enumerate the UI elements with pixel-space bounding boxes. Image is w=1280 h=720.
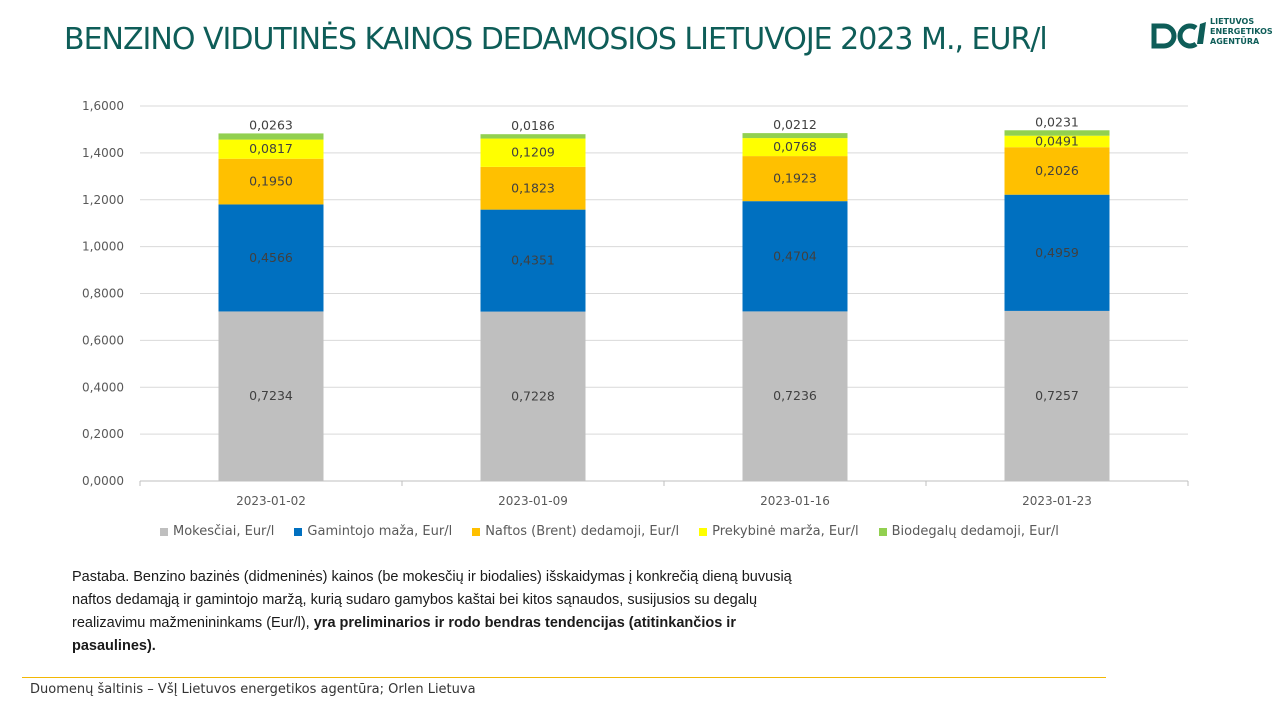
- bar-segment: [218, 158, 324, 205]
- bar-segment: [742, 133, 848, 139]
- data-label: 0,4351: [511, 253, 555, 268]
- data-label: 0,1950: [249, 174, 293, 189]
- data-label: 0,1209: [511, 145, 555, 160]
- y-tick-label: 0,2000: [82, 427, 124, 441]
- source-text: Duomenų šaltinis – VšĮ Lietuvos energeti…: [30, 682, 476, 697]
- data-label: 0,4704: [773, 248, 817, 263]
- data-label: 0,7228: [511, 388, 555, 403]
- y-tick-label: 1,0000: [82, 240, 124, 254]
- agency-logo-icon: [1151, 22, 1206, 49]
- logo-line-3: AGENTŪRA: [1210, 37, 1260, 46]
- data-label: 0,1923: [773, 171, 817, 186]
- bar-segment: [480, 311, 586, 481]
- bar-segment: [742, 156, 848, 202]
- x-tick-label: 2023-01-16: [760, 494, 830, 508]
- legend-label: Biodegalų dedamoji, Eur/l: [891, 524, 1059, 539]
- x-tick-label: 2023-01-09: [498, 494, 568, 508]
- y-tick-label: 1,2000: [82, 193, 124, 207]
- note-body: Pastaba. Benzino bazinės (didmeninės) ka…: [72, 569, 792, 631]
- legend-label: Naftos (Brent) dedamoji, Eur/l: [485, 524, 680, 539]
- data-label: 0,4566: [249, 250, 293, 265]
- legend-item: Biodegalų dedamoji, Eur/l: [878, 524, 1059, 539]
- bar-segment: [480, 166, 586, 210]
- bar-segment: [480, 134, 586, 139]
- legend-label: Prekybinė marža, Eur/l: [712, 524, 859, 539]
- note-bold: yra preliminarios ir rodo bendras tenden…: [72, 615, 736, 654]
- legend-label: Mokesčiai, Eur/l: [173, 524, 275, 539]
- data-label: 0,0212: [773, 117, 817, 132]
- bar-segment: [742, 201, 848, 312]
- data-label: 0,0263: [249, 117, 293, 132]
- bar-segment: [480, 209, 586, 312]
- legend-swatch: [878, 527, 887, 536]
- data-label: 0,7236: [773, 388, 817, 403]
- bar-segment: [218, 311, 324, 481]
- legend-label: Gamintojo maža, Eur/l: [307, 524, 453, 539]
- footer-divider: [22, 677, 1106, 678]
- data-label: 0,2026: [1035, 163, 1079, 178]
- x-tick-label: 2023-01-02: [236, 494, 306, 508]
- y-tick-label: 1,6000: [82, 99, 124, 113]
- data-label: 0,7234: [249, 388, 293, 403]
- data-label: 0,0817: [249, 141, 293, 156]
- bar-segment: [1004, 135, 1110, 148]
- data-label: 0,0491: [1035, 133, 1079, 148]
- legend-swatch: [472, 527, 481, 536]
- y-tick-label: 0,6000: [82, 333, 124, 347]
- bar-segment: [1004, 147, 1110, 195]
- bar-segment: [1004, 310, 1110, 481]
- legend-item: Prekybinė marža, Eur/l: [699, 524, 859, 539]
- legend-swatch: [160, 527, 168, 536]
- stacked-bar-chart: 0,0000 0,2000 0,4000 0,6000 0,8000 1,0000 1,20…: [82, 99, 1189, 508]
- agency-logo-text: LIETUVOS ENERGETIKOS AGENTŪRA: [1210, 17, 1273, 47]
- bar-segment: [218, 204, 324, 312]
- bar-segment: [218, 139, 324, 159]
- data-label: 0,7257: [1035, 388, 1079, 403]
- y-tick-label: 0,8000: [82, 287, 124, 301]
- logo-line-1: LIETUVOS: [1210, 17, 1255, 26]
- logo-line-2: ENERGETIKOS: [1210, 27, 1273, 36]
- legend-item: Mokesčiai, Eur/l: [160, 524, 274, 539]
- y-tick-label: 0,4000: [82, 380, 124, 394]
- x-tick-label: 2023-01-23: [1022, 494, 1092, 508]
- note-text: Pastaba. Benzino bazinės (didmeninės) ka…: [72, 566, 792, 658]
- page-title: BENZINO VIDUTINĖS KAINOS DEDAMOSIOS LIET…: [64, 22, 1048, 57]
- bar-segment: [742, 311, 848, 481]
- bar-segment: [1004, 130, 1110, 136]
- data-label: 0,0768: [773, 139, 817, 154]
- legend-item: Gamintojo maža, Eur/l: [294, 524, 452, 539]
- data-label: 0,1823: [511, 180, 555, 195]
- y-tick-label: 1,4000: [82, 146, 124, 160]
- data-label: 0,0231: [1035, 114, 1079, 129]
- bar-segment: [218, 133, 324, 140]
- data-label: 0,0186: [511, 118, 555, 133]
- bar-segment: [480, 138, 586, 167]
- legend-swatch: [699, 527, 708, 536]
- chart-legend: Mokesčiai, Eur/l Gamintojo maža, Eur/l Naf…: [160, 524, 1059, 539]
- bar-segment: [1004, 194, 1110, 311]
- legend-swatch: [294, 527, 303, 536]
- bar-segment: [742, 138, 848, 157]
- data-label: 0,4959: [1035, 245, 1079, 260]
- y-tick-label: 0,0000: [82, 474, 124, 488]
- legend-item: Naftos (Brent) dedamoji, Eur/l: [472, 524, 679, 539]
